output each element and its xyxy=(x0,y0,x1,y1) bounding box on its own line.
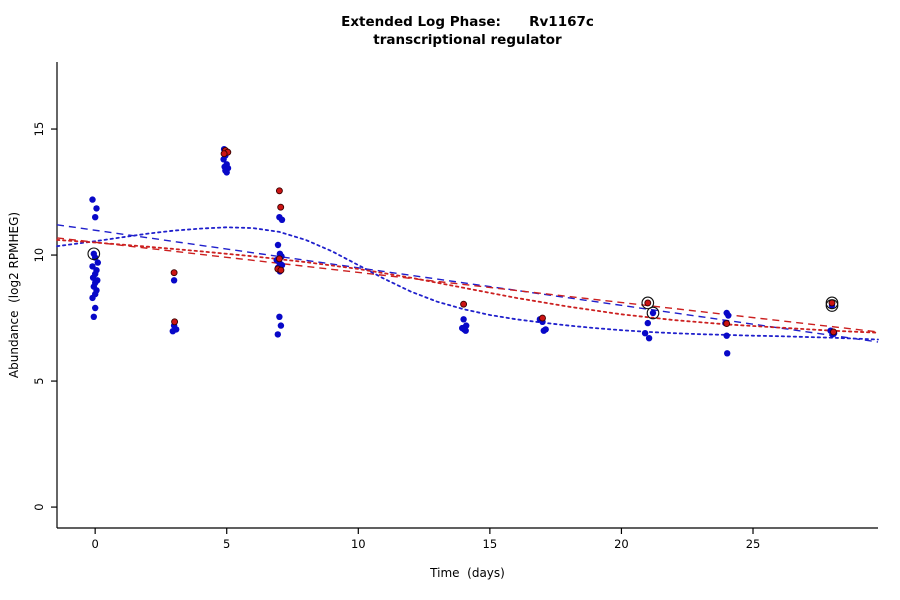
data-point xyxy=(725,312,732,319)
data-point xyxy=(220,150,228,158)
x-axis: 0 5 10 15 20 25 xyxy=(57,527,878,551)
chart-title: Extended Log Phase: Rv1167c transcriptio… xyxy=(35,13,900,49)
data-point xyxy=(89,196,96,203)
data-point xyxy=(276,313,283,320)
x-tick-label: 5 xyxy=(223,537,230,551)
x-tick-label: 25 xyxy=(746,537,761,551)
x-tick-label: 0 xyxy=(91,537,98,551)
x-tick-label: 20 xyxy=(614,537,629,551)
scatter-series-replicate-red xyxy=(170,147,837,336)
data-point xyxy=(460,316,467,323)
data-point xyxy=(275,255,283,263)
data-point xyxy=(169,328,176,335)
data-point xyxy=(644,299,652,307)
data-point xyxy=(93,205,100,212)
data-point xyxy=(171,318,179,326)
data-point xyxy=(542,326,549,333)
data-point xyxy=(641,330,649,337)
chart-title-line1: Extended Log Phase: Rv1167c xyxy=(341,14,594,30)
data-point xyxy=(460,300,468,308)
data-point xyxy=(277,322,285,329)
y-axis-label: Abundance (log2 RPMHEG) xyxy=(7,211,21,379)
data-point xyxy=(89,294,96,302)
x-axis-label: Time (days) xyxy=(430,566,505,580)
trend-lines xyxy=(56,224,879,343)
data-point xyxy=(89,263,96,270)
y-tick-label: 5 xyxy=(32,377,46,384)
data-point xyxy=(723,332,730,339)
data-point xyxy=(649,309,657,317)
data-point xyxy=(220,156,227,163)
data-point xyxy=(92,214,99,221)
data-point xyxy=(274,241,282,249)
data-point xyxy=(645,335,653,342)
data-point xyxy=(539,314,546,322)
data-point xyxy=(723,320,731,328)
data-point xyxy=(275,187,283,195)
blue-smooth-fit xyxy=(56,226,879,341)
chart-title-line2: transcriptional regulator xyxy=(373,32,562,48)
blue-linear-fit xyxy=(56,224,879,343)
data-point xyxy=(223,169,230,176)
circled-point-marker xyxy=(825,296,839,310)
circled-point-marker xyxy=(87,247,101,261)
y-tick-label: 0 xyxy=(32,503,46,510)
circled-markers xyxy=(87,247,839,320)
data-point xyxy=(277,266,285,274)
data-point xyxy=(277,203,285,211)
data-point xyxy=(644,319,651,327)
data-point xyxy=(462,327,469,334)
data-point xyxy=(724,350,731,357)
data-point xyxy=(274,331,281,338)
data-point xyxy=(278,216,286,223)
circled-point-marker xyxy=(825,299,839,312)
data-point xyxy=(92,304,99,312)
y-tick-label: 15 xyxy=(32,122,46,137)
x-tick-label: 15 xyxy=(483,537,498,551)
data-point xyxy=(830,328,837,336)
data-point xyxy=(94,259,102,266)
data-point xyxy=(170,269,178,277)
circled-point-marker xyxy=(641,296,655,310)
y-axis: 0 5 10 15 xyxy=(32,62,58,528)
data-point xyxy=(828,299,836,307)
data-point xyxy=(170,277,178,284)
data-point xyxy=(90,313,98,320)
circled-point-marker xyxy=(646,306,660,320)
red-smooth-fit xyxy=(56,238,879,334)
red-linear-fit xyxy=(56,237,879,333)
y-tick-label: 10 xyxy=(32,248,46,263)
x-tick-label: 10 xyxy=(351,537,366,551)
